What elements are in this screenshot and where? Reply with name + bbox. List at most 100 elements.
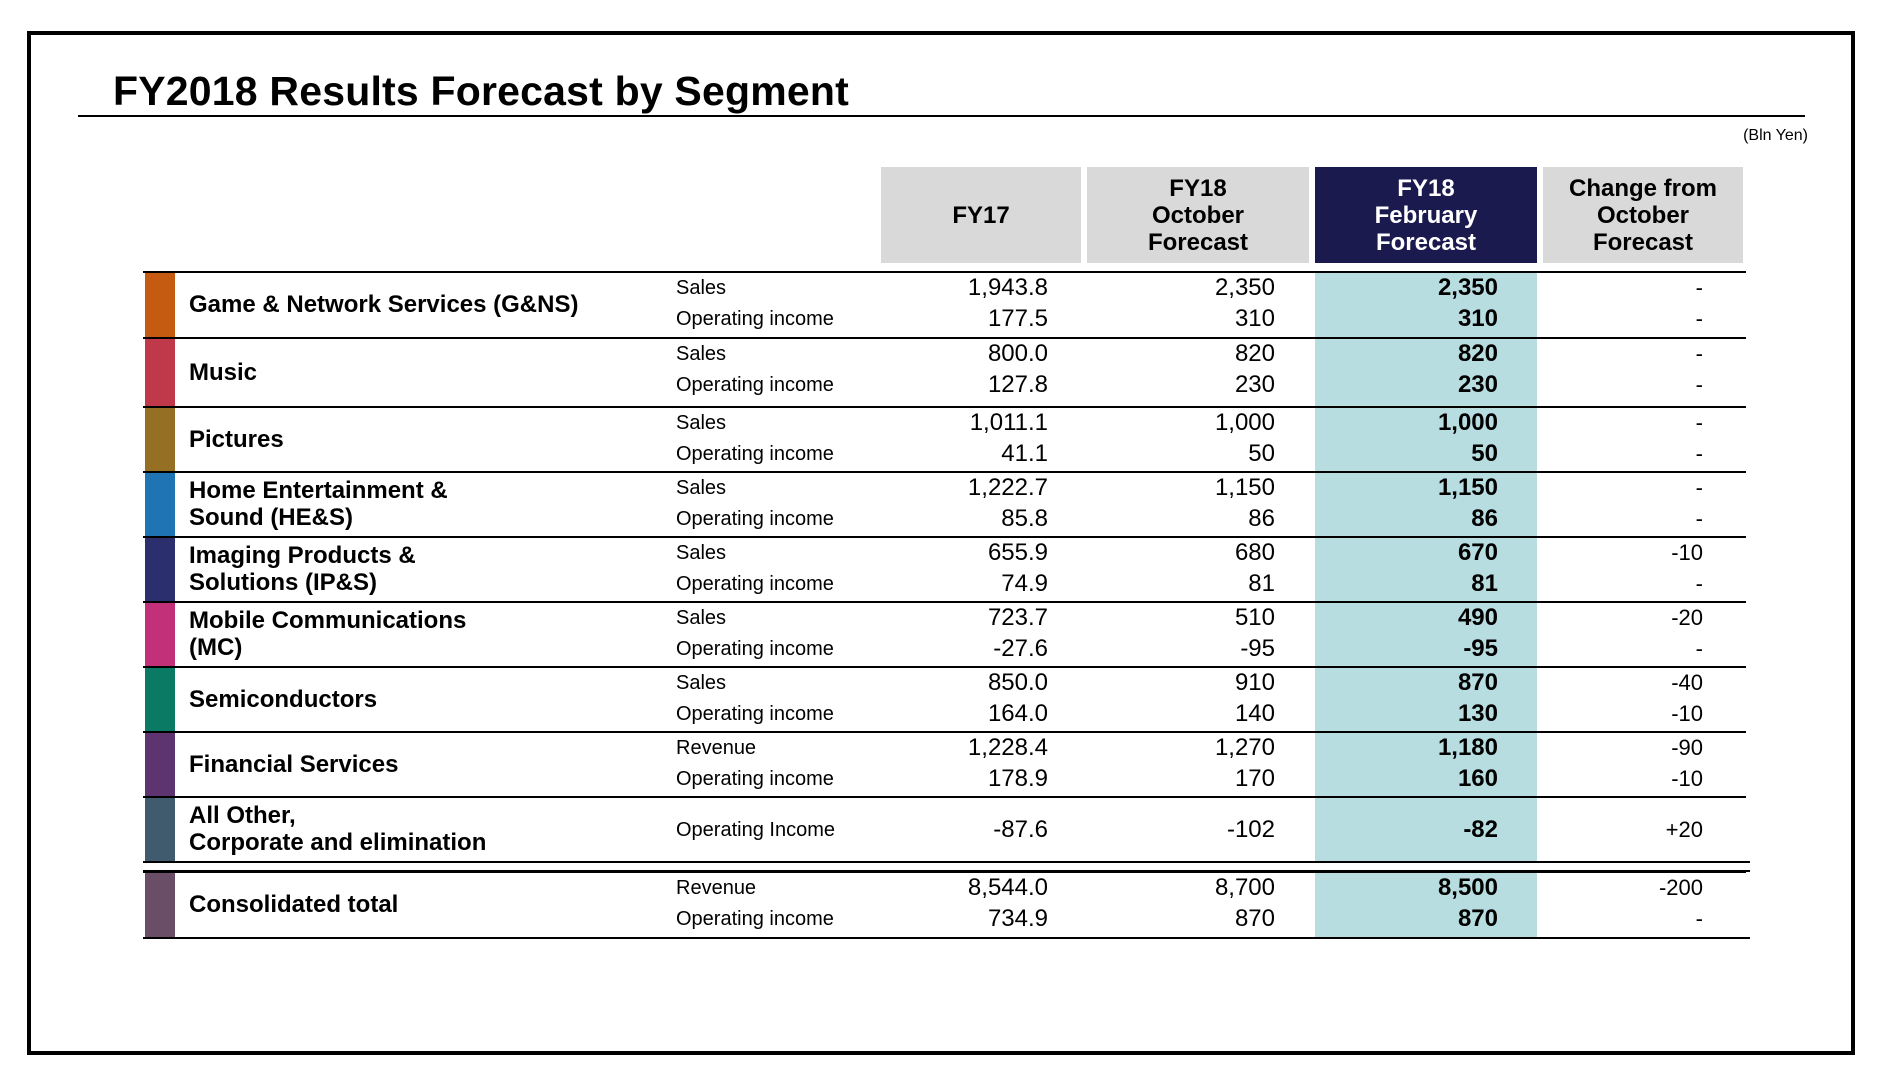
segment-color-bar <box>145 873 175 937</box>
metric-row: Operating Income -87.6 -102 -82 +20 <box>0 815 1880 845</box>
october-forecast-value: -102 <box>1226 815 1275 843</box>
fy17-value: 734.9 <box>987 905 1048 932</box>
october-forecast-value: -95 <box>1240 635 1275 662</box>
segment-color-bar <box>145 668 175 732</box>
fy17-value: 177.5 <box>987 305 1048 332</box>
metric-row: Operating income 41.1 50 50 - <box>0 439 1880 469</box>
row-divider <box>143 731 1746 733</box>
metric-label: Revenue <box>676 737 757 759</box>
row-divider <box>143 871 1746 873</box>
section-divider <box>143 870 1750 872</box>
october-forecast-value: 8,700 <box>1214 874 1275 901</box>
february-forecast-value: 81 <box>1471 570 1498 597</box>
change-value: - <box>1695 441 1703 466</box>
metric-label: Operating income <box>676 443 834 465</box>
october-forecast-value: 170 <box>1234 765 1275 792</box>
october-forecast-value: 1,000 <box>1214 409 1275 436</box>
metric-row: Revenue 8,544.0 8,700 8,500 -200 <box>0 873 1880 903</box>
segment-color-bar <box>145 408 175 472</box>
february-forecast-value: 230 <box>1457 371 1498 398</box>
metric-row: Operating income 74.9 81 81 - <box>0 569 1880 599</box>
row-divider <box>143 536 1746 538</box>
february-forecast-value: 1,150 <box>1437 474 1498 501</box>
change-value: - <box>1695 410 1703 435</box>
february-forecast-value: 50 <box>1471 440 1498 467</box>
fy17-value: -87.6 <box>993 815 1048 843</box>
segment-name: Pictures <box>189 425 284 453</box>
segment-name: Music <box>189 358 258 386</box>
segment-name: Consolidated total <box>189 890 399 918</box>
segment-name: Mobile Communications (MC) <box>189 607 467 661</box>
segment-block: Semiconductors Sales 850.0 910 870 -40 Operati… <box>0 666 1880 732</box>
october-forecast-value: 1,150 <box>1214 474 1275 501</box>
metric-label: Operating income <box>676 308 834 330</box>
segment-block: Game & Network Services (G&NS) Sales 1,943… <box>0 271 1880 338</box>
change-value: - <box>1695 341 1703 366</box>
row-divider <box>143 271 1746 273</box>
october-forecast-value: 870 <box>1234 905 1275 932</box>
segment-color-bar <box>145 339 175 407</box>
fy17-value: 1,222.7 <box>967 474 1048 501</box>
fy17-value: 850.0 <box>987 669 1048 696</box>
section-divider <box>143 861 1750 863</box>
segment-name: All Other, Corporate and elimination <box>189 801 487 856</box>
metric-label: Sales <box>676 542 727 564</box>
metric-row: Operating income 164.0 140 130 -10 <box>0 699 1880 729</box>
change-value: -200 <box>1658 875 1703 900</box>
october-forecast-value: 510 <box>1234 604 1275 631</box>
fy17-value: 723.7 <box>987 604 1048 631</box>
february-forecast-value: 86 <box>1471 505 1498 532</box>
row-divider <box>143 666 1746 668</box>
metric-label: Operating income <box>676 508 834 530</box>
change-value: - <box>1695 475 1703 500</box>
metric-label: Operating income <box>676 703 834 725</box>
fy17-value: 127.8 <box>987 371 1048 398</box>
fy17-value: 800.0 <box>987 340 1048 367</box>
october-forecast-value: 310 <box>1234 305 1275 332</box>
february-forecast-value: -95 <box>1463 635 1498 662</box>
metric-label: Operating income <box>676 768 834 790</box>
change-value: +20 <box>1665 816 1703 842</box>
row-divider <box>143 337 1746 339</box>
change-value: -10 <box>1671 766 1703 791</box>
change-value: - <box>1695 906 1703 931</box>
metric-label: Operating Income <box>676 818 835 841</box>
february-forecast-value: 490 <box>1457 604 1498 631</box>
segment-color-bar <box>145 273 175 338</box>
change-value: -10 <box>1671 701 1703 726</box>
change-value: -10 <box>1671 540 1703 565</box>
february-forecast-value: 1,180 <box>1437 734 1498 761</box>
october-forecast-value: 86 <box>1248 505 1275 532</box>
metric-label: Sales <box>676 477 727 499</box>
fy17-value: 1,228.4 <box>967 734 1048 761</box>
february-forecast-value: 2,350 <box>1437 274 1498 301</box>
february-forecast-value: 130 <box>1457 700 1498 727</box>
segment-block: All Other, Corporate and elimination Oper… <box>0 796 1880 861</box>
change-value: - <box>1695 506 1703 531</box>
fy17-value: 164.0 <box>987 700 1048 727</box>
units-note: (Bln Yen) <box>1743 127 1808 144</box>
change-value: -40 <box>1671 670 1703 695</box>
segment-name: Financial Services <box>189 750 399 778</box>
metric-label: Revenue <box>676 877 757 899</box>
metric-row: Sales 1,011.1 1,000 1,000 - <box>0 408 1880 438</box>
october-forecast-value: 680 <box>1234 539 1275 566</box>
february-forecast-value: 670 <box>1457 539 1498 566</box>
metric-label: Sales <box>676 672 727 694</box>
segment-color-bar <box>145 733 175 797</box>
segment-block: Home Entertainment & Sound (HE&S) Sales 1,… <box>0 471 1880 537</box>
title-divider <box>78 115 1805 117</box>
segment-color-bar <box>145 473 175 537</box>
segment-block: Imaging Products & Solutions (IP&S) Sales… <box>0 536 1880 602</box>
february-forecast-value: 870 <box>1457 669 1498 696</box>
segment-block: Financial Services Revenue 1,228.4 1,270 1,1… <box>0 731 1880 797</box>
metric-row: Sales 800.0 820 820 - <box>0 339 1880 369</box>
change-value: - <box>1695 306 1703 331</box>
slide-frame <box>27 31 1855 1055</box>
october-forecast-value: 230 <box>1234 371 1275 398</box>
row-divider <box>143 601 1746 603</box>
table-bottom-rule <box>143 937 1750 939</box>
metric-label: Sales <box>676 412 727 434</box>
segment-color-bar <box>145 603 175 667</box>
